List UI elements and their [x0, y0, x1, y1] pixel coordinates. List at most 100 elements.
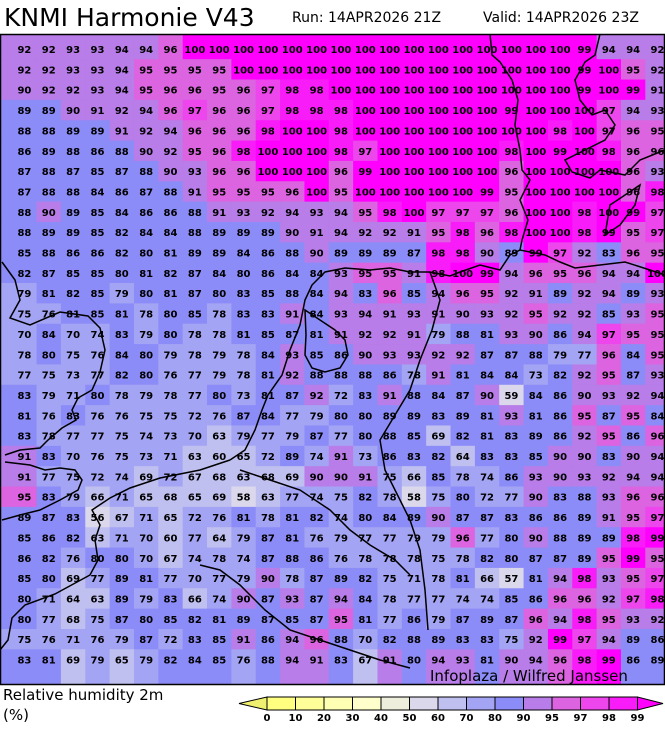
humidity-cell [231, 181, 257, 203]
humidity-value: 85 [310, 350, 324, 361]
humidity-value: 94 [626, 472, 640, 483]
humidity-cell [523, 201, 549, 223]
humidity-value: 63 [90, 594, 104, 605]
humidity-value: 100 [404, 167, 425, 178]
humidity-cell [401, 140, 427, 162]
humidity-cell [231, 445, 257, 467]
humidity-value: 92 [115, 106, 129, 117]
humidity-cell [377, 303, 403, 325]
humidity-value: 75 [431, 554, 445, 565]
humidity-value: 74 [212, 594, 226, 605]
humidity-value: 100 [306, 126, 327, 137]
humidity-cell [572, 323, 598, 345]
humidity-value: 91 [17, 472, 31, 483]
humidity-cell [401, 160, 427, 182]
humidity-cell [328, 120, 354, 142]
humidity-value: 83 [504, 432, 518, 443]
humidity-cell [499, 140, 525, 162]
humidity-value: 79 [17, 289, 31, 300]
humidity-value: 79 [212, 350, 226, 361]
humidity-value: 89 [42, 147, 56, 158]
humidity-value: 81 [164, 289, 178, 300]
humidity-value: 70 [358, 635, 372, 646]
humidity-value: 91 [602, 513, 616, 524]
humidity-cell [207, 262, 232, 284]
humidity-value: 94 [626, 45, 640, 56]
humidity-value: 91 [310, 228, 324, 239]
humidity-value: 92 [431, 350, 445, 361]
humidity-value: 86 [626, 656, 640, 667]
humidity-value: 87 [188, 269, 202, 280]
colorbar-above-arrow [637, 696, 664, 711]
humidity-cell [255, 445, 281, 467]
humidity-value: 93 [237, 208, 251, 219]
humidity-value: 93 [188, 167, 202, 178]
humidity-cell [474, 59, 500, 81]
humidity-value: 88 [407, 635, 421, 646]
humidity-value: 81 [17, 411, 31, 422]
humidity-value: 69 [431, 432, 445, 443]
humidity-cell [207, 59, 232, 81]
humidity-value: 100 [501, 45, 522, 56]
humidity-value: 67 [358, 656, 372, 667]
humidity-value: 93 [383, 350, 397, 361]
humidity-value: 100 [477, 65, 498, 76]
humidity-cell [328, 221, 354, 243]
humidity-value: 89 [480, 615, 494, 626]
humidity-value: 77 [577, 350, 591, 361]
humidity-value: 100 [404, 65, 425, 76]
humidity-value: 80 [407, 656, 421, 667]
humidity-cell [36, 425, 62, 447]
humidity-cell [231, 384, 257, 406]
humidity-cell [596, 283, 622, 304]
humidity-value: 100 [404, 126, 425, 137]
humidity-cell [280, 303, 306, 325]
humidity-value: 100 [452, 167, 473, 178]
humidity-value: 88 [334, 371, 348, 382]
humidity-cell [547, 364, 573, 386]
humidity-cell [620, 79, 646, 101]
humidity-cell [620, 303, 646, 325]
humidity-cell [474, 34, 500, 60]
humidity-cell [377, 323, 403, 345]
humidity-value: 85 [66, 269, 80, 280]
humidity-value: 98 [651, 187, 665, 198]
humidity-value: 100 [452, 147, 473, 158]
humidity-cell [353, 323, 379, 345]
humidity-value: 79 [139, 656, 153, 667]
humidity-cell [85, 344, 111, 366]
humidity-cell [523, 303, 549, 325]
humidity-value: 57 [504, 574, 518, 585]
humidity-cell [401, 283, 427, 304]
humidity-value: 90 [529, 330, 543, 341]
humidity-value: 95 [553, 269, 567, 280]
humidity-value: 64 [456, 452, 470, 463]
humidity-value: 96 [164, 45, 178, 56]
humidity-cell [353, 221, 379, 243]
humidity-value: 79 [42, 391, 56, 402]
humidity-cell [158, 160, 184, 182]
humidity-value: 95 [431, 228, 445, 239]
humidity-value: 90 [334, 472, 348, 483]
humidity-value: 80 [42, 574, 56, 585]
humidity-value: 70 [66, 330, 80, 341]
watermark: Infoplaza / Wilfred Janssen [430, 667, 628, 685]
humidity-value: 87 [261, 554, 275, 565]
humidity-cell [401, 201, 427, 223]
humidity-value: 82 [358, 574, 372, 585]
humidity-value: 100 [379, 147, 400, 158]
humidity-value: 85 [90, 228, 104, 239]
humidity-cell [401, 242, 427, 264]
humidity-cell [426, 425, 452, 447]
humidity-value: 95 [529, 310, 543, 321]
humidity-cell [474, 303, 500, 325]
humidity-value: 86 [383, 371, 397, 382]
humidity-cell [547, 201, 573, 223]
humidity-cell [158, 140, 184, 162]
humidity-value: 99 [577, 86, 591, 97]
humidity-cell [182, 384, 208, 406]
humidity-value: 87 [17, 187, 31, 198]
humidity-value: 100 [379, 86, 400, 97]
humidity-value: 83 [602, 452, 616, 463]
humidity-value: 84 [310, 289, 324, 300]
